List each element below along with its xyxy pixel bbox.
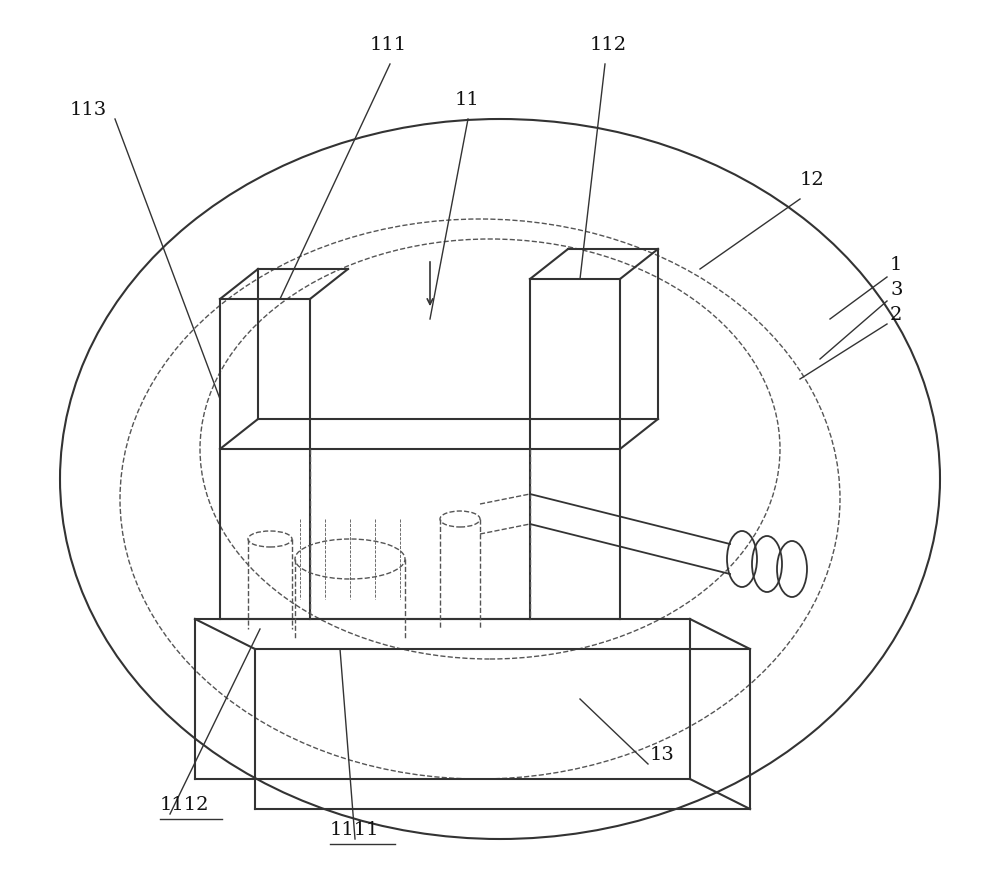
Text: 13: 13 <box>650 745 675 763</box>
Text: 1: 1 <box>890 255 902 274</box>
Text: 12: 12 <box>800 171 825 189</box>
Text: 112: 112 <box>590 36 627 54</box>
Text: 113: 113 <box>70 101 107 119</box>
Text: 3: 3 <box>890 281 902 299</box>
Text: 1111: 1111 <box>330 820 380 838</box>
Text: 2: 2 <box>890 306 902 324</box>
Text: 1112: 1112 <box>160 795 210 813</box>
Text: 111: 111 <box>370 36 407 54</box>
Text: 11: 11 <box>455 91 480 109</box>
